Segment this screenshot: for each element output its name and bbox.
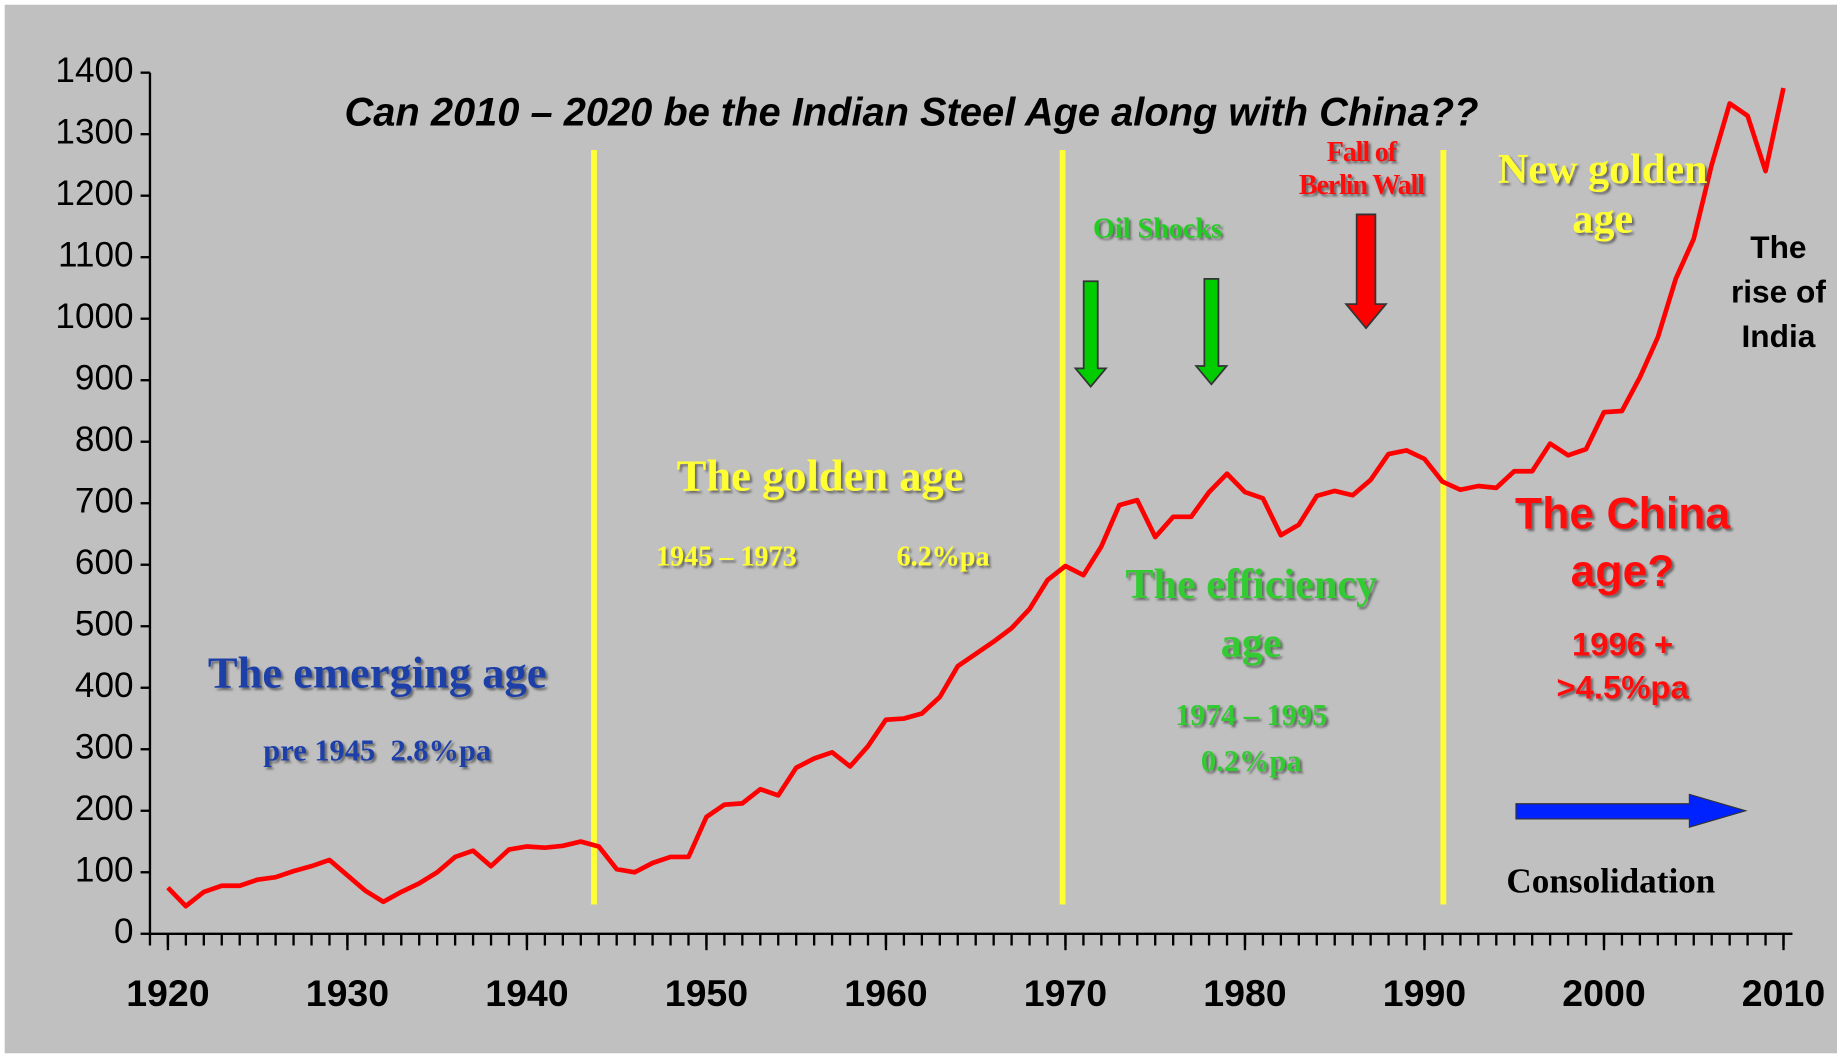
annotation: The emerging age bbox=[208, 647, 547, 697]
y-tick-label: 100 bbox=[75, 851, 134, 890]
annotation: New golden bbox=[1498, 146, 1708, 193]
annotation: Berlin Wall bbox=[1299, 170, 1425, 201]
y-tick-label: 1300 bbox=[55, 112, 133, 151]
x-tick-label: 1950 bbox=[665, 972, 748, 1014]
y-tick-label: 0 bbox=[114, 912, 134, 951]
x-tick-label: 1930 bbox=[306, 972, 389, 1014]
data-line bbox=[166, 87, 1786, 909]
annotation: The bbox=[1750, 229, 1806, 265]
annotation: The efficiency bbox=[1125, 561, 1377, 608]
annotation: 1996 + bbox=[1572, 625, 1673, 662]
annotation: The China bbox=[1515, 489, 1731, 538]
arrow bbox=[1194, 277, 1229, 386]
y-tick-label: 800 bbox=[75, 420, 134, 459]
y-tick-label: 200 bbox=[75, 789, 134, 828]
annotation: Fall of bbox=[1327, 137, 1398, 168]
y-tick-label: 500 bbox=[75, 605, 134, 644]
y-tick-label: 400 bbox=[75, 666, 134, 705]
y-tick-label: 900 bbox=[75, 358, 134, 397]
x-tick-label: 1980 bbox=[1203, 972, 1286, 1014]
y-tick-label: 700 bbox=[75, 482, 134, 521]
annotation: age bbox=[1221, 619, 1282, 666]
x-tick-label: 1920 bbox=[126, 972, 209, 1014]
x-tick-label: 1960 bbox=[844, 972, 927, 1014]
background bbox=[4, 4, 1837, 1054]
arrow bbox=[1073, 280, 1108, 389]
x-tick-label: 1970 bbox=[1024, 972, 1107, 1014]
y-tick-label: 1200 bbox=[55, 174, 133, 213]
chart-title: Can 2010 – 2020 be the Indian Steel Age … bbox=[345, 90, 1479, 134]
annotation: 1974 – 1995 bbox=[1175, 698, 1327, 732]
annotation: 6.2%pa bbox=[897, 541, 990, 572]
arrow bbox=[1515, 793, 1748, 828]
y-tick-label: 1000 bbox=[55, 297, 133, 336]
x-tick-label: 2000 bbox=[1562, 972, 1645, 1014]
annotation: 1945 – 1973 bbox=[656, 541, 797, 572]
arrow bbox=[1344, 213, 1388, 330]
annotation: pre 1945 2.8%pa bbox=[263, 733, 491, 767]
x-tick-label: 2010 bbox=[1742, 972, 1825, 1014]
annotation: age? bbox=[1571, 547, 1675, 596]
x-tick-label: 1990 bbox=[1383, 972, 1466, 1014]
annotation: Consolidation bbox=[1506, 862, 1715, 901]
annotation: India bbox=[1742, 318, 1816, 354]
y-tick-label: 600 bbox=[75, 543, 134, 582]
y-tick-label: 1400 bbox=[55, 51, 133, 90]
annotation: rise of bbox=[1731, 273, 1826, 309]
x-tick-label: 1940 bbox=[485, 972, 568, 1014]
annotation: age bbox=[1572, 195, 1633, 242]
annotation: The golden age bbox=[677, 451, 964, 501]
annotation: 0.2%pa bbox=[1201, 744, 1302, 778]
y-tick-label: 1100 bbox=[58, 235, 134, 274]
annotation: Oil Shocks bbox=[1093, 213, 1222, 244]
y-tick-label: 300 bbox=[75, 728, 134, 767]
annotation: >4.5%pa bbox=[1557, 669, 1690, 706]
